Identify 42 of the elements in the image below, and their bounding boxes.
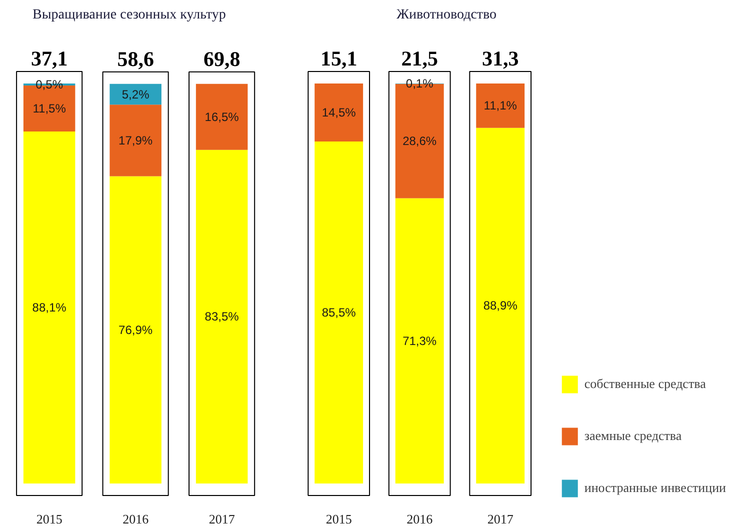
data-label: 83,5%: [204, 310, 240, 324]
x-tick-label: 2017: [487, 512, 514, 526]
bar: [23, 131, 76, 484]
data-label: 28,6%: [402, 134, 437, 148]
bar: [476, 128, 525, 484]
chart-title: Животноводство: [396, 8, 497, 22]
data-label: 85,5%: [322, 306, 356, 320]
data-label: 16,5%: [204, 110, 240, 124]
data-label: 71,3%: [402, 334, 437, 348]
x-tick-label: 2015: [36, 512, 62, 526]
chart-title: Выращивание сезонных культур: [32, 8, 226, 22]
bar: [314, 84, 364, 142]
bar: [110, 104, 162, 176]
data-label: 0,1%: [406, 76, 434, 91]
legend-label: заемные средства: [584, 428, 682, 444]
x-tick-label: 2016: [122, 512, 150, 526]
text: 15,1: [320, 46, 358, 70]
text: 31,3: [482, 46, 519, 70]
x-tick-label: 2016: [406, 512, 434, 526]
legend-label: собственные средства: [584, 376, 706, 392]
x-tick-label: 2015: [326, 512, 352, 526]
legend-label: иностранные инвестиции: [584, 480, 726, 496]
bar: [196, 150, 248, 484]
text: 58,6: [117, 46, 154, 71]
data-label: 88,9%: [483, 298, 518, 313]
bar: [196, 84, 248, 150]
data-label: 0,5%: [36, 78, 64, 92]
bar: [314, 142, 364, 484]
x-tick-label: 2017: [208, 512, 236, 526]
data-label: 76,9%: [118, 322, 153, 337]
text: 69,8: [203, 46, 240, 71]
data-label: 88,1%: [32, 300, 67, 314]
text: 21,5: [401, 46, 438, 70]
data-label: 5,2%: [122, 87, 150, 102]
bar: [110, 176, 162, 484]
data-label: 11,5%: [32, 101, 66, 116]
bar: [476, 84, 525, 128]
data-label: 17,9%: [118, 133, 153, 148]
data-label: 11,1%: [484, 98, 518, 113]
bar: [395, 198, 444, 484]
text: 37,1: [30, 46, 68, 70]
data-label: 14,5%: [322, 106, 356, 120]
